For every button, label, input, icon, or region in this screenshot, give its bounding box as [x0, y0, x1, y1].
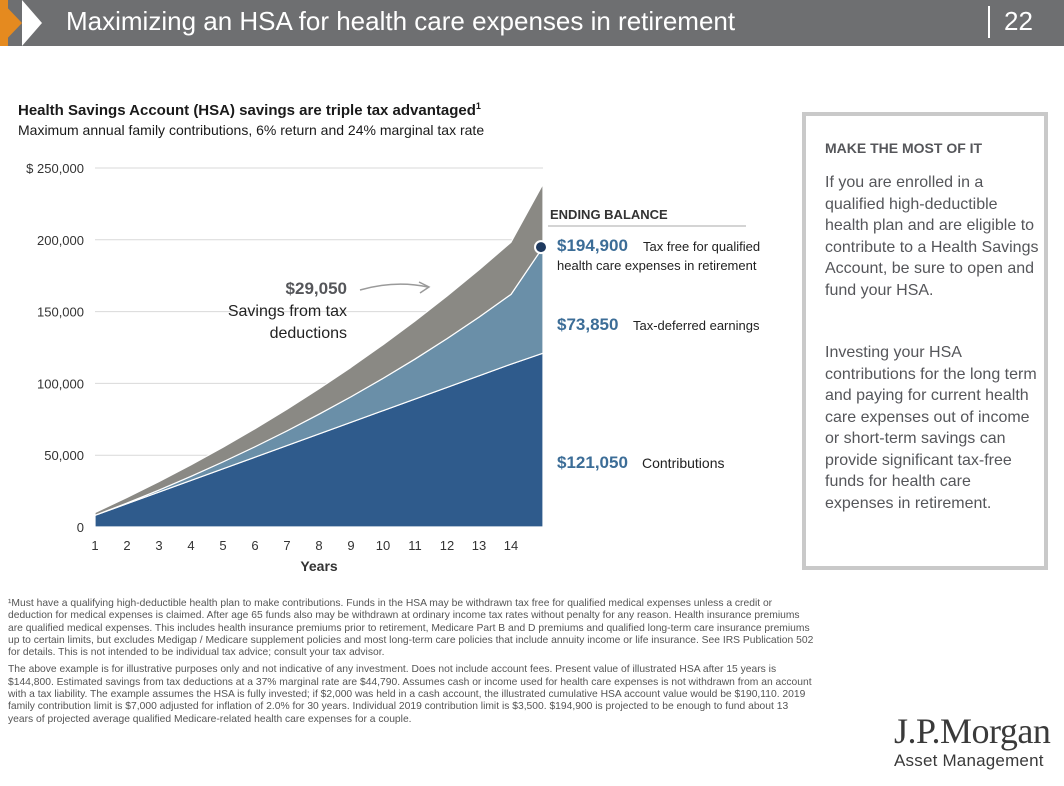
deferred-value-label: $73,850: [557, 315, 618, 334]
y-tick-label: 50,000: [44, 448, 84, 463]
savings-arrow-icon: [359, 283, 429, 291]
ending-balance-marker: [534, 240, 548, 255]
x-axis-ticks: 1 2 3 4 5 6 7 8 9 10 11 12 13 14: [91, 538, 518, 553]
savings-arrowhead-icon: [418, 281, 431, 294]
x-tick-label: 3: [155, 538, 162, 553]
page-number: 22: [1004, 6, 1033, 36]
white-chevron-icon: [22, 0, 42, 46]
logo-subtitle: Asset Management: [894, 751, 1044, 770]
x-tick-label: 9: [347, 538, 354, 553]
chart-areas: [94, 183, 544, 528]
jpmorgan-logo: J.P.Morgan Asset Management: [894, 712, 1060, 771]
y-tick-label: 100,000: [37, 376, 84, 391]
chart-title: Health Savings Account (HSA) savings are…: [18, 101, 481, 119]
savings-text-line2: deductions: [270, 325, 347, 342]
page-separator: [988, 6, 990, 38]
contrib-value-label: $121,050: [557, 453, 628, 472]
savings-text-line1: Savings from tax: [228, 303, 347, 320]
total-text-line2: health care expenses in retirement: [557, 258, 757, 273]
deferred-text: Tax-deferred earnings: [633, 318, 760, 333]
y-tick-label: 200,000: [37, 233, 84, 248]
y-axis-ticks: 0 50,000 100,000 150,000 200,000 $ 250,000: [26, 161, 84, 535]
x-tick-label: 8: [315, 538, 322, 553]
ending-balance-heading: ENDING BALANCE: [550, 207, 668, 222]
area-contributions: [94, 352, 544, 528]
x-tick-label: 11: [408, 538, 422, 553]
footnotes: ¹Must have a qualifying high-deductible …: [8, 598, 814, 726]
x-tick-label: 6: [251, 538, 258, 553]
contrib-text: Contributions: [642, 455, 725, 471]
x-tick-label: 5: [219, 538, 226, 553]
y-tick-label: $ 250,000: [26, 161, 84, 176]
x-tick-label: 7: [283, 538, 290, 553]
x-tick-label: 12: [440, 538, 454, 553]
savings-value-label: $29,050: [286, 279, 347, 298]
footnote-marker: 1: [475, 101, 481, 111]
callout-heading: MAKE THE MOST OF IT: [825, 140, 983, 156]
total-text-line1: Tax free for qualified: [643, 239, 760, 254]
x-tick-label: 4: [187, 538, 194, 553]
callout-paragraph-1: If you are enrolled in a qualified high-…: [825, 174, 1039, 299]
orange-chevron-icon: [0, 0, 22, 46]
chart-subtitle: Maximum annual family contributions, 6% …: [18, 122, 485, 138]
x-axis-label: Years: [300, 558, 338, 574]
total-value-label: $194,900: [557, 236, 628, 255]
make-the-most-callout: MAKE THE MOST OF IT If you are enrolled …: [802, 112, 1048, 570]
footnote-2: The above example is for illustrative pu…: [8, 664, 812, 725]
x-tick-label: 10: [376, 538, 390, 553]
slide-title: Maximizing an HSA for health care expens…: [66, 6, 736, 36]
y-tick-label: 150,000: [37, 305, 84, 320]
x-tick-label: 1: [91, 538, 98, 553]
logo-wordmark: J.P.Morgan: [894, 711, 1051, 751]
x-tick-label: 2: [123, 538, 130, 553]
footnote-1: ¹Must have a qualifying high-deductible …: [8, 598, 814, 659]
x-tick-label: 14: [504, 538, 518, 553]
x-tick-label: 13: [472, 538, 486, 553]
slide-header: Maximizing an HSA for health care expens…: [0, 0, 1064, 46]
y-tick-label: 0: [77, 520, 84, 535]
callout-paragraph-2: Investing your HSA contributions for the…: [825, 344, 1037, 512]
